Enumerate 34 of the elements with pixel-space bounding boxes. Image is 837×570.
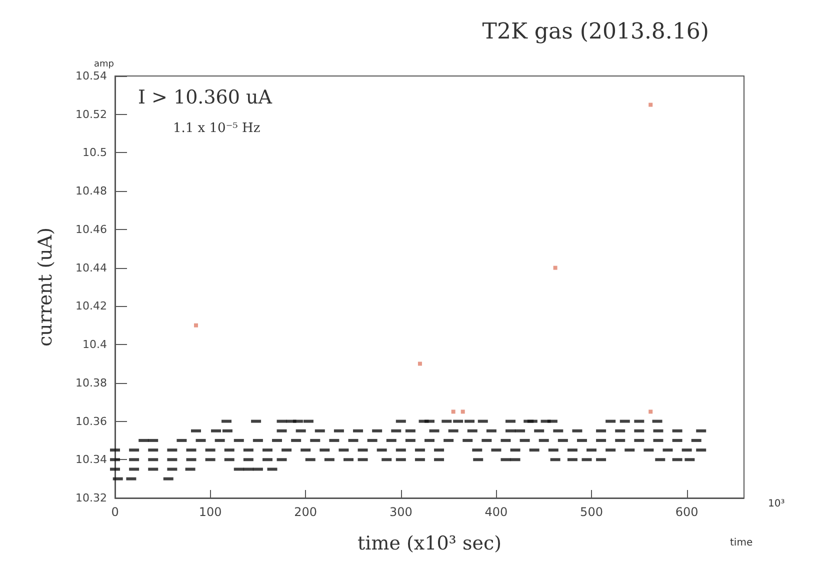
chart-title: T2K gas (2013.8.16) — [482, 20, 710, 44]
x-tick-label: 400 — [484, 505, 508, 519]
y-tick-label: 10.36 — [76, 414, 107, 428]
point — [648, 410, 653, 414]
point — [194, 323, 198, 328]
y-tick-label: 10.54 — [76, 70, 107, 82]
y-tick-label: 10.44 — [76, 261, 107, 274]
y-tick-label: 10.52 — [76, 108, 107, 121]
y-tick-label: 10.32 — [76, 492, 107, 504]
y-tick-label: 10.38 — [76, 376, 107, 390]
x-tick-label: 100 — [198, 505, 222, 519]
annotation: 1.1 x 10⁻⁵ Hz — [173, 121, 260, 136]
point — [418, 362, 422, 366]
x-tick-label: 500 — [580, 505, 603, 519]
point — [460, 410, 465, 414]
x-tick-label: 300 — [389, 505, 412, 519]
x-tick-label: 200 — [294, 505, 318, 519]
x-axis-title: time (x10³ sec) — [357, 532, 502, 554]
x-tick-label: 0 — [111, 505, 119, 519]
text: time — [730, 538, 753, 548]
point — [553, 266, 558, 270]
text: 10³ — [768, 498, 785, 510]
text: amp — [94, 60, 114, 70]
y-tick-label: 10.42 — [76, 300, 107, 313]
y-tick-label: 10.4 — [82, 338, 107, 352]
y-tick-label: 10.46 — [76, 222, 107, 236]
x-tick-label: 600 — [675, 505, 698, 519]
y-tick-label: 10.48 — [76, 184, 107, 198]
y-tick-label: 10.5 — [82, 146, 107, 160]
point — [451, 410, 456, 414]
annotation: I > 10.360 uA — [138, 86, 272, 108]
y-tick-label: 10.34 — [76, 453, 107, 466]
y-axis-title: current (uA) — [34, 228, 56, 346]
point — [648, 102, 653, 107]
